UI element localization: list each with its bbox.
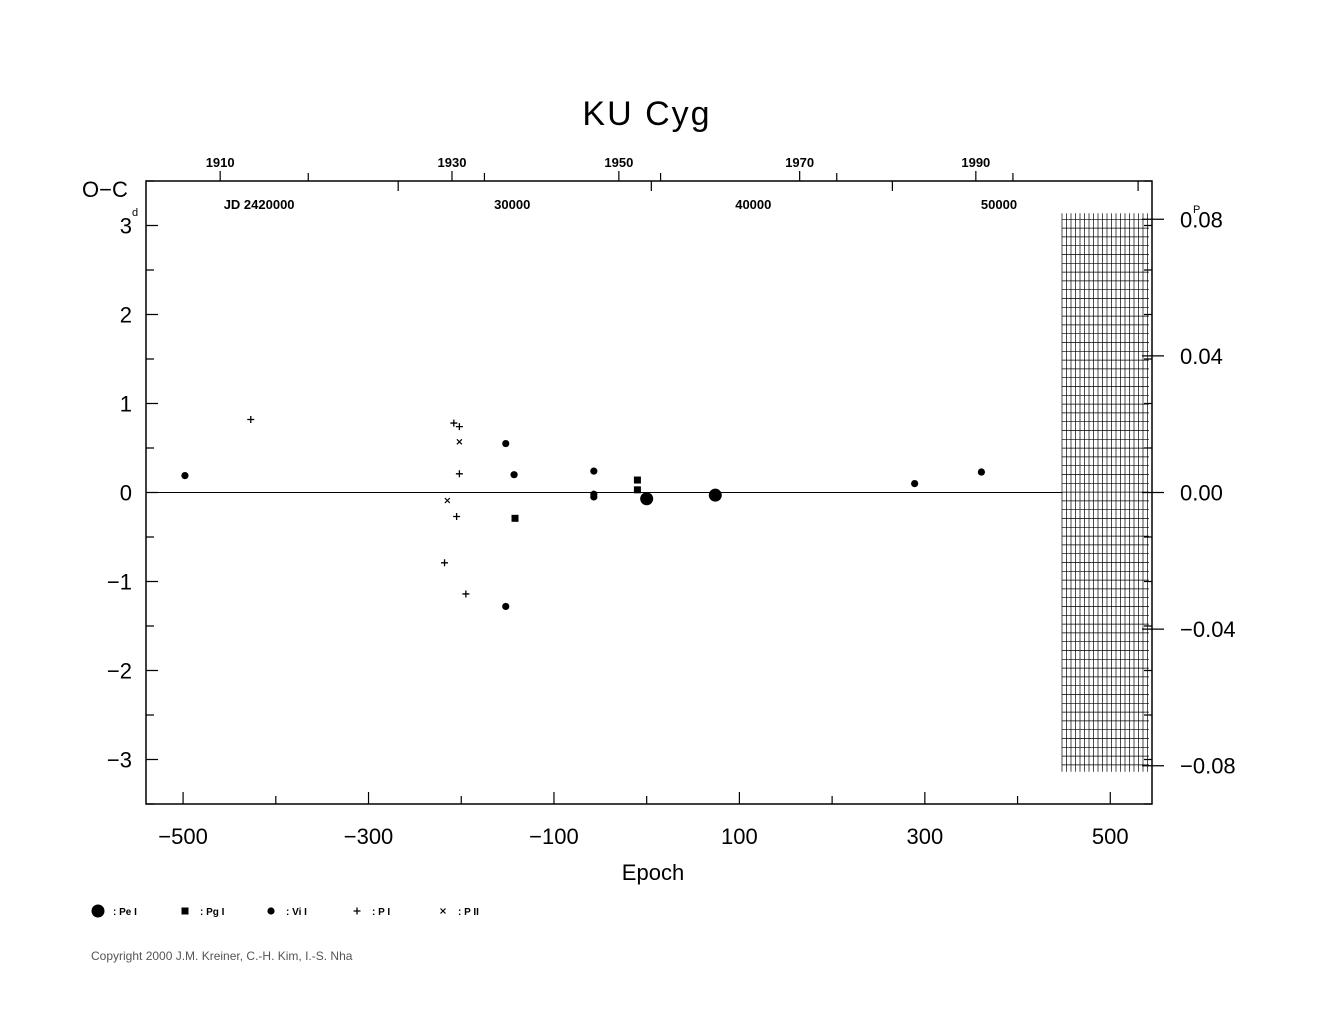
right-ticks xyxy=(1142,180,1164,805)
right-tick-label: −0.08 xyxy=(1180,754,1236,779)
jd-tick-label: 50000 xyxy=(981,197,1017,212)
y-tick-label: −3 xyxy=(107,748,132,773)
x-axis-label: Epoch xyxy=(622,860,684,885)
right-axis-unit: P xyxy=(1193,204,1200,216)
data-point xyxy=(510,471,518,479)
jd-tick-label: JD 2420000 xyxy=(224,197,295,212)
axis-tick-labels: −500 −300 −100 100 300 500 3 2 1 0 −1 −2 −3 0.08 0.04 0… xyxy=(107,155,1236,849)
data-point xyxy=(455,470,463,478)
axis-ticks xyxy=(146,171,1164,805)
x-tick-label: −300 xyxy=(344,824,394,849)
bottom-ticks xyxy=(182,792,1111,804)
year-tick-label: 1950 xyxy=(604,155,633,170)
jd-tick-label: 40000 xyxy=(735,197,771,212)
data-point xyxy=(462,590,470,598)
hatch-grid xyxy=(1061,213,1149,772)
y-tick-label: 3 xyxy=(120,214,132,239)
copyright-notice: Copyright 2000 J.M. Kreiner, C.-H. Kim, … xyxy=(91,949,353,963)
right-tick-label: 0.00 xyxy=(1180,481,1223,506)
legend-marker xyxy=(181,907,189,915)
y-axis-unit: d xyxy=(132,207,138,219)
x-tick-label: −500 xyxy=(158,824,208,849)
data-point xyxy=(633,486,641,494)
legend-label: : Vi I xyxy=(286,907,307,918)
y-tick-label: 0 xyxy=(120,481,132,506)
data-point xyxy=(441,559,449,567)
legend-label: : P I xyxy=(372,907,390,918)
right-tick-label: −0.04 xyxy=(1180,617,1236,642)
data-point xyxy=(450,419,458,427)
left-ticks xyxy=(146,180,158,805)
y-tick-label: 1 xyxy=(120,392,132,417)
x-tick-label: 300 xyxy=(906,824,943,849)
legend: : Pe I : Pg I : Vi I : P I : P II xyxy=(91,904,479,918)
year-tick-label: 1930 xyxy=(438,155,467,170)
y-axis-label: O−C xyxy=(82,177,128,202)
data-point xyxy=(977,468,985,476)
y-tick-label: −2 xyxy=(107,659,132,684)
data-point xyxy=(511,514,519,522)
data-point xyxy=(444,497,451,504)
right-tick-label: 0.04 xyxy=(1180,344,1223,369)
data-points xyxy=(181,416,985,611)
year-tick-label: 1910 xyxy=(206,155,235,170)
legend-marker xyxy=(267,907,275,915)
data-point xyxy=(502,602,510,611)
top-ticks xyxy=(219,171,1139,191)
data-point xyxy=(453,513,461,521)
data-point xyxy=(911,480,919,488)
year-tick-label: 1970 xyxy=(785,155,814,170)
legend-label: : P II xyxy=(458,907,479,918)
x-tick-label: 500 xyxy=(1092,824,1129,849)
chart-title: KU Cyg xyxy=(582,95,711,133)
y-tick-label: 2 xyxy=(120,303,132,328)
legend-label: : Pe I xyxy=(113,907,137,918)
right-tick-label: 0.08 xyxy=(1180,207,1223,232)
legend-marker xyxy=(440,908,446,914)
legend-label: : Pg I xyxy=(200,907,225,918)
jd-tick-label: 30000 xyxy=(494,197,530,212)
data-point xyxy=(590,467,598,475)
data-point xyxy=(455,423,463,431)
data-point xyxy=(640,492,654,506)
data-point xyxy=(181,471,189,480)
x-tick-label: −100 xyxy=(529,824,579,849)
data-point xyxy=(708,488,722,502)
legend-marker xyxy=(353,907,361,915)
data-point xyxy=(633,476,641,484)
legend-marker xyxy=(91,904,105,918)
data-point xyxy=(456,438,463,445)
year-tick-label: 1990 xyxy=(961,155,990,170)
x-tick-label: 100 xyxy=(721,824,758,849)
data-point xyxy=(247,416,255,424)
hatched-region xyxy=(1061,213,1149,772)
y-tick-label: −1 xyxy=(107,570,132,595)
data-point xyxy=(502,439,510,448)
data-point xyxy=(590,493,598,501)
